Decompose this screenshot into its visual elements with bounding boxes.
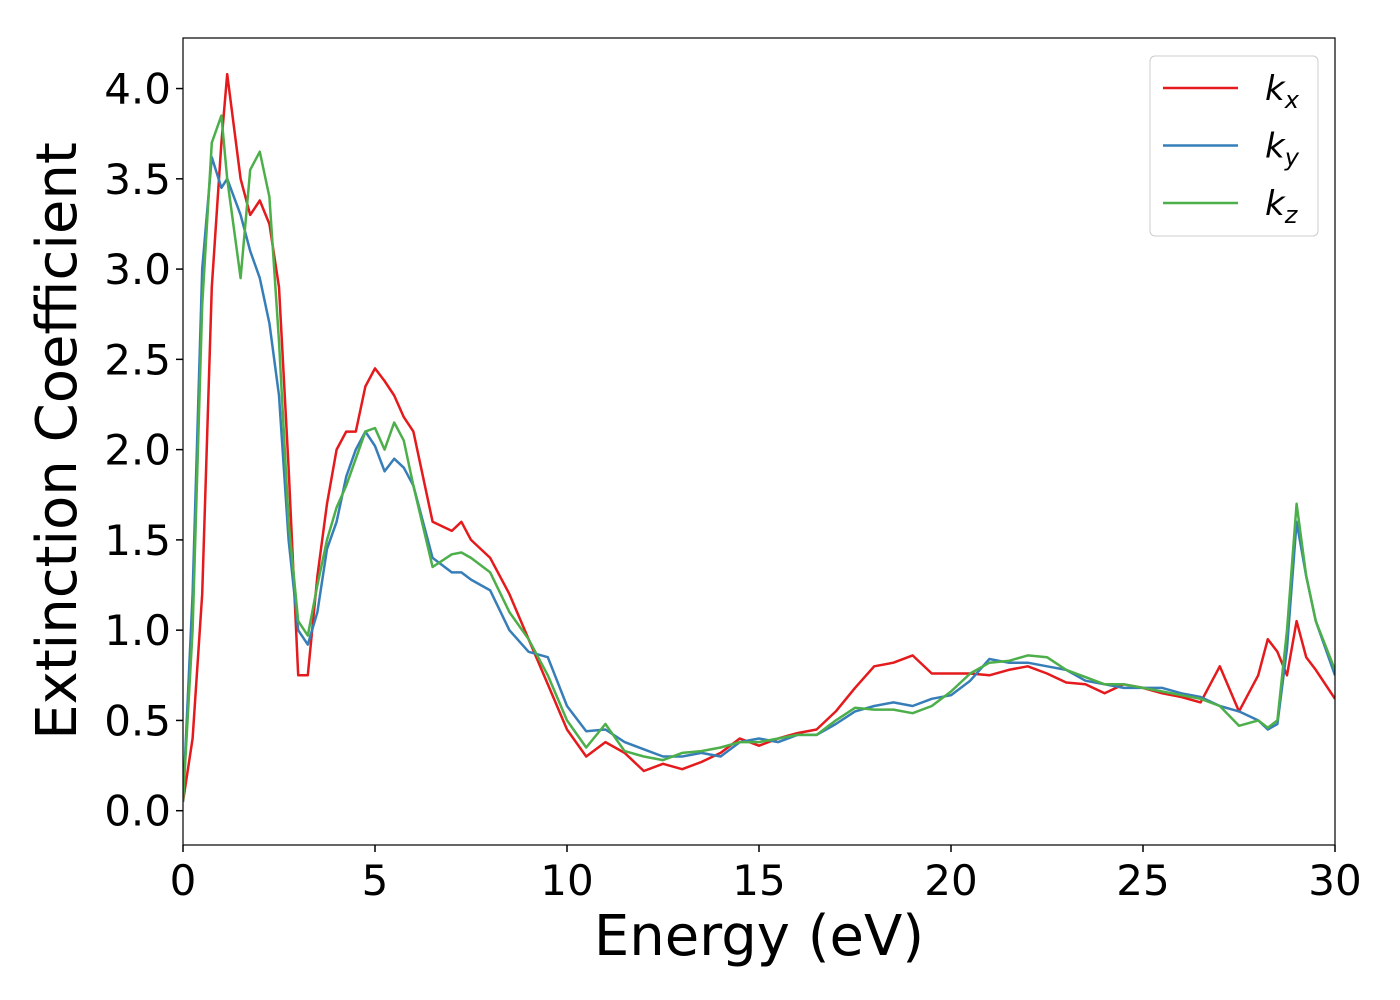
y-tick-label: 1.0: [104, 606, 171, 655]
y-axis-label: Extinction Coefficient: [25, 142, 90, 740]
x-tick-label: 20: [924, 856, 977, 905]
legend-label: ky: [1265, 127, 1300, 172]
y-tick-label: 1.5: [104, 516, 171, 565]
y-tick-label: 4.0: [104, 65, 171, 114]
y-tick-label: 0.5: [104, 696, 171, 745]
x-tick-label: 10: [540, 856, 593, 905]
y-tick-label: 0.0: [104, 787, 171, 836]
x-tick-label: 15: [732, 856, 785, 905]
data-line: [183, 155, 1335, 802]
x-tick-label: 0: [170, 856, 197, 905]
x-tick-label: 30: [1308, 856, 1361, 905]
plot-frame: [182, 37, 1336, 846]
y-tick-label: 2.0: [104, 426, 171, 475]
y-tick-label: 3.0: [104, 245, 171, 294]
x-axis-label: Energy (eV): [594, 904, 924, 969]
data-line: [183, 114, 1335, 802]
legend-label: kx: [1265, 69, 1300, 114]
y-tick-label: 2.5: [104, 335, 171, 384]
x-tick-label: 25: [1116, 856, 1169, 905]
y-tick-label: 3.5: [104, 155, 171, 204]
x-tick-label: 5: [362, 856, 389, 905]
legend-label: kz: [1265, 184, 1299, 229]
